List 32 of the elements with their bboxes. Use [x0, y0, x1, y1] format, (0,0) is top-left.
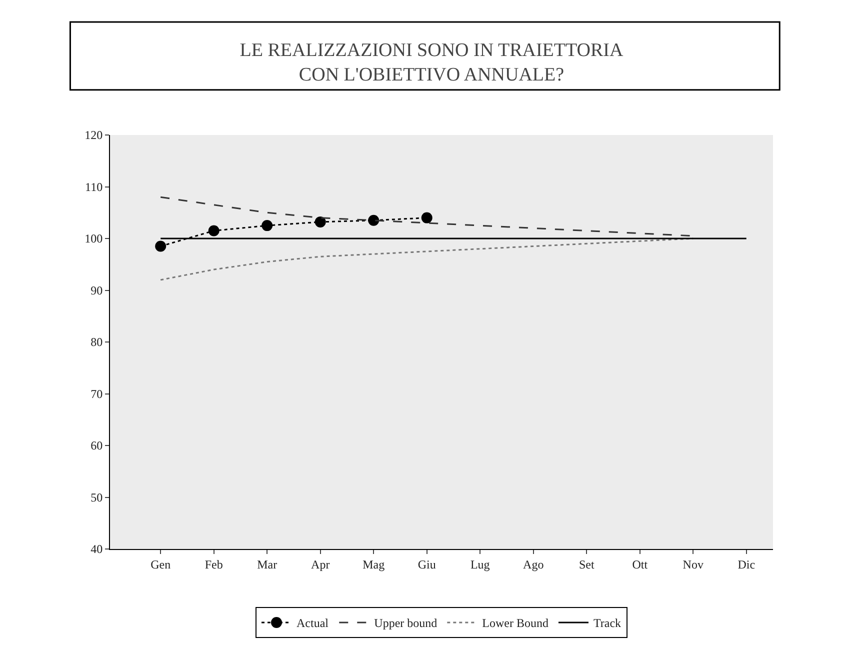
legend-label: Upper bound [374, 616, 438, 630]
point [368, 214, 380, 226]
point [155, 240, 166, 252]
x-tick-label: Ott [632, 557, 648, 572]
y-tick-label: 50 [90, 490, 103, 504]
legend-label: Actual [296, 616, 330, 630]
y-tick-label: 70 [90, 386, 103, 401]
chart-title: LE REALIZZAZIONI SONO IN TRAIETTORIA CON L'OBIETTIVO ANNUALE? [240, 40, 624, 86]
x-tick-label: Nov [682, 557, 704, 572]
y-tick-label: 80 [90, 335, 103, 350]
x-tick-label: Dic [738, 557, 756, 572]
x-tick-label: Giu [418, 557, 436, 572]
y-tick-label: 100 [84, 232, 103, 246]
x-tick-label: Gen [150, 557, 171, 572]
legend-label: Lower Bound [482, 616, 548, 630]
x-tick-label: Ago [523, 557, 544, 572]
y-tick-label: 110 [85, 180, 103, 194]
y-tick-label: 120 [84, 128, 103, 142]
legend-label: Track [593, 616, 622, 630]
point [421, 212, 432, 224]
point [208, 225, 220, 236]
x-tick-label: Feb [204, 557, 223, 572]
y-tick-label: 60 [90, 438, 103, 453]
point [314, 216, 326, 228]
x-tick-label: Mar [257, 557, 278, 572]
x-tick-label: Mag [362, 557, 385, 572]
y-tick-label: 90 [90, 283, 103, 298]
point [262, 220, 273, 232]
x-tick-label: Apr [311, 557, 330, 572]
x-tick-label: Lug [470, 557, 490, 572]
x-tick-label: Set [578, 557, 595, 572]
y-tick-label: 40 [90, 542, 103, 556]
